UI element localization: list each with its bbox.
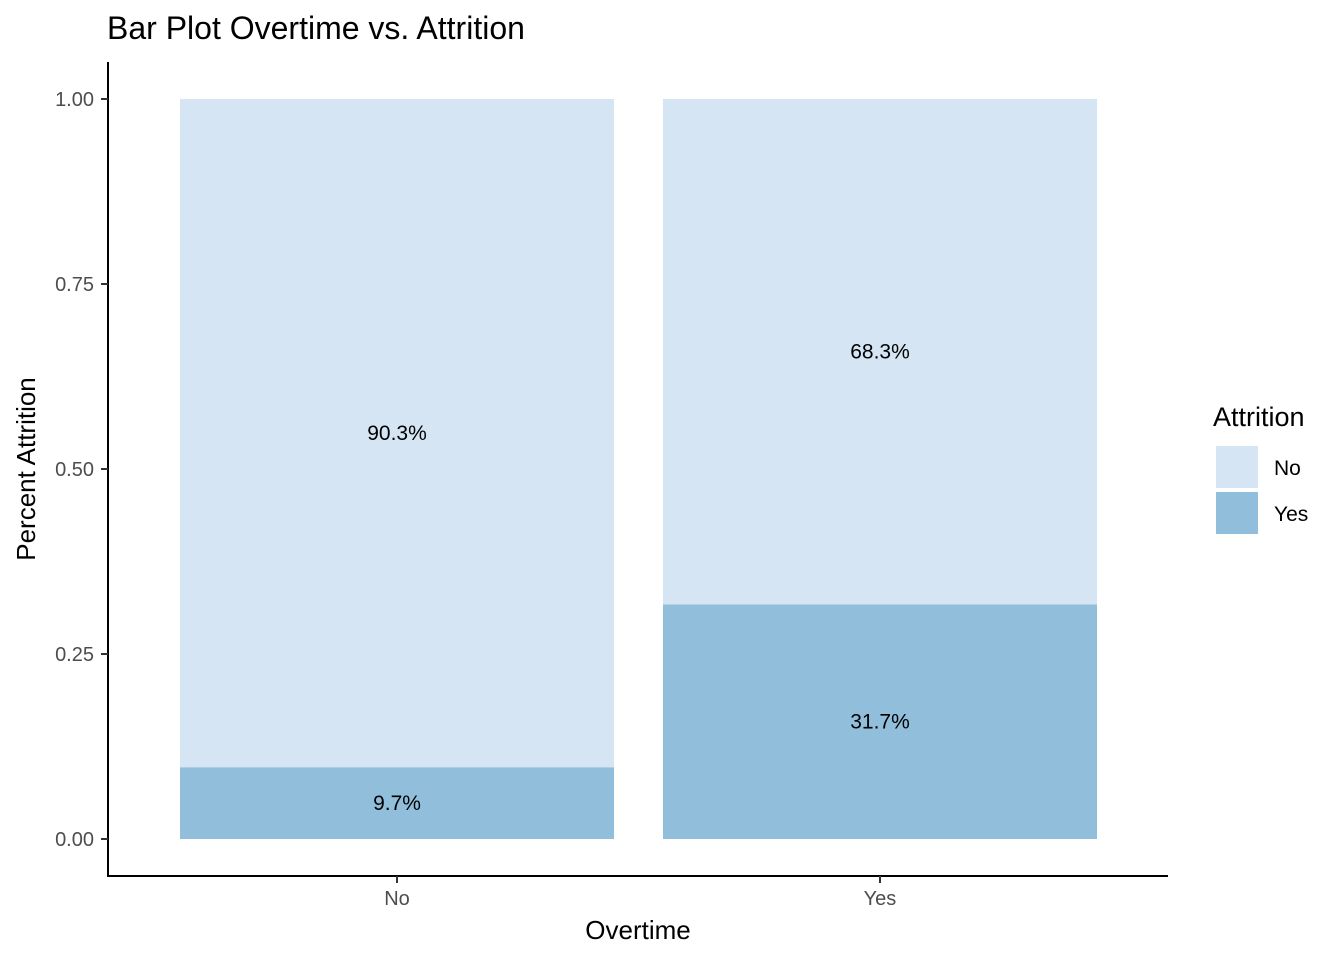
bar-no-yes [180, 767, 614, 839]
legend-label-yes: Yes [1274, 503, 1308, 526]
x-axis-title: Overtime [585, 915, 690, 945]
y-ticks-group: 0.00 0.25 0.50 0.75 1.00 [55, 89, 108, 851]
data-label: 68.3% [850, 341, 910, 364]
x-ticks-group: No Yes [384, 876, 896, 910]
data-label: 90.3% [367, 422, 427, 445]
bar-yes-no [663, 99, 1097, 605]
legend: Attrition No Yes [1213, 402, 1308, 534]
legend-swatch-no [1216, 446, 1258, 488]
legend-swatch-yes [1216, 492, 1258, 534]
chart-title: Bar Plot Overtime vs. Attrition [107, 10, 525, 46]
legend-title: Attrition [1213, 402, 1305, 432]
y-tick-label: 1.00 [55, 89, 94, 111]
bars-group [180, 99, 1097, 839]
bar-yes-yes [663, 604, 1097, 839]
y-axis-title: Percent Attrition [11, 377, 41, 561]
y-tick-label: 0.25 [55, 644, 94, 666]
y-tick-label: 0.75 [55, 274, 94, 296]
y-tick-label: 0.50 [55, 459, 94, 481]
data-label: 31.7% [850, 711, 910, 734]
x-tick-label: No [384, 888, 410, 910]
x-tick-label: Yes [864, 888, 897, 910]
legend-label-no: No [1274, 457, 1301, 480]
y-tick-label: 0.00 [55, 829, 94, 851]
data-labels-group: 9.7% 90.3% 31.7% 68.3% [367, 341, 910, 815]
bar-no-no [180, 99, 614, 768]
data-label: 9.7% [373, 792, 421, 815]
